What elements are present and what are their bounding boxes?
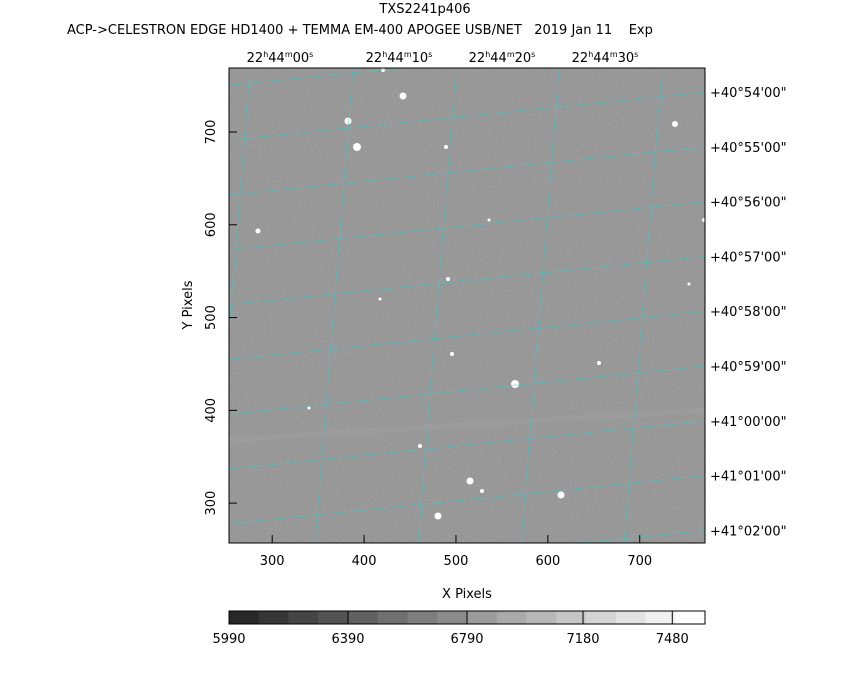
ra-tick-label: 22h44m20s	[469, 50, 536, 66]
dec-tick-label: +40°54'00"	[710, 86, 787, 101]
ra-part: s	[428, 50, 432, 59]
ra-part: s	[309, 50, 313, 59]
ra-part: 00	[293, 51, 310, 66]
colorbar-swatch	[407, 611, 438, 624]
sky-image	[109, 68, 850, 543]
ra-part: 22	[366, 51, 383, 66]
plot-frame	[228, 67, 706, 544]
ra-part: m	[507, 50, 515, 59]
ra-tick-label: 22h44m10s	[366, 50, 433, 66]
ra-part: 22	[469, 51, 486, 66]
colorbar-swatch	[437, 611, 468, 624]
ra-grid-line	[417, 68, 457, 543]
ra-part: m	[404, 50, 412, 59]
dec-grid-line	[229, 310, 705, 360]
x-tick-label: 600	[535, 554, 560, 569]
y-tick-label: 500	[204, 305, 219, 330]
x-tick-label: 300	[260, 554, 285, 569]
colorbar-swatch	[675, 611, 706, 624]
ra-part: 20	[515, 51, 532, 66]
colorbar: 5990 6390 6790 7180 7480	[212, 610, 706, 647]
dec-tick-label: +41°00'00"	[710, 415, 787, 430]
dec-tick-label: +41°01'00"	[710, 470, 787, 485]
ra-grid-line	[229, 68, 251, 337]
colorbar-tick-label: 7180	[566, 632, 599, 647]
y-axis-label: Y Pixels	[181, 280, 196, 330]
colorbar-swatch	[496, 611, 527, 624]
colorbar-tick-label: 7480	[656, 632, 689, 647]
ra-grid-line	[623, 68, 663, 543]
colorbar-swatch	[229, 611, 260, 624]
dec-tick-label: +40°57'00"	[710, 250, 787, 265]
ra-part: 22	[572, 51, 589, 66]
y-tick-label: 400	[204, 398, 219, 423]
colorbar-swatch	[288, 611, 319, 624]
ra-grid-line	[830, 68, 850, 543]
ra-part: 22	[247, 51, 264, 66]
dec-grid-line	[229, 420, 705, 470]
dec-tick-label: +41°02'00"	[710, 524, 787, 539]
colorbar-swatch	[318, 611, 349, 624]
ra-part: 44	[490, 51, 507, 66]
dec-grid-line	[229, 91, 705, 141]
ra-part: m	[285, 50, 293, 59]
ra-part: 10	[412, 51, 429, 66]
colorbar-swatch	[348, 611, 379, 624]
ra-part: h	[382, 50, 387, 59]
colorbar-tick-label: 6390	[331, 632, 364, 647]
y-tick-label: 600	[204, 212, 219, 237]
colorbar-tick-label: 5990	[212, 632, 245, 647]
x-tick-label: 500	[444, 554, 469, 569]
ra-part: s	[634, 50, 638, 59]
y-tick-label: 300	[204, 491, 219, 516]
ra-part: 44	[268, 51, 285, 66]
dec-tick-label: +40°59'00"	[710, 360, 787, 375]
colorbar-swatch	[645, 611, 676, 624]
ra-part: 44	[387, 51, 404, 66]
ra-grid-line	[109, 68, 147, 543]
chart-title: TXS2241p406	[378, 2, 470, 17]
dec-grid-line	[229, 475, 705, 525]
dec-grid-line	[229, 146, 705, 196]
colorbar-swatch	[467, 611, 498, 624]
colorbar-swatch	[377, 611, 408, 624]
colorbar-swatch	[615, 611, 646, 624]
ra-part: s	[531, 50, 535, 59]
ra-tick-label: 22h44m00s	[247, 50, 314, 66]
dec-tick-label: +40°56'00"	[710, 196, 787, 211]
colorbar-tick-label: 6790	[450, 632, 483, 647]
colorbar-swatch	[258, 611, 289, 624]
coordinate-grid	[109, 68, 850, 543]
y-tick-label: 700	[204, 120, 219, 145]
ra-part: m	[610, 50, 618, 59]
dec-grid-line	[229, 201, 705, 251]
ra-grid-line	[314, 68, 354, 543]
subtitle: ACP->CELESTRON EDGE HD1400 + TEMMA EM-40…	[67, 23, 653, 38]
dec-tick-label: +40°58'00"	[710, 305, 787, 320]
ra-grid-line	[520, 68, 560, 543]
dec-tick-label: +40°55'00"	[710, 141, 787, 156]
ra-part: h	[485, 50, 490, 59]
ra-part: 30	[618, 51, 635, 66]
x-tick-label: 400	[352, 554, 377, 569]
colorbar-swatch	[526, 611, 557, 624]
ra-tick-label: 22h44m30s	[572, 50, 639, 66]
dec-grid-line	[229, 365, 705, 415]
ra-part: 44	[593, 51, 610, 66]
x-axis-label: X Pixels	[442, 587, 492, 602]
ra-part: h	[588, 50, 593, 59]
ra-part: h	[263, 50, 268, 59]
colorbar-swatch	[586, 611, 617, 624]
x-tick-label: 700	[627, 554, 652, 569]
dec-grid-line	[229, 255, 705, 305]
colorbar-swatch	[556, 611, 587, 624]
dec-grid-line	[229, 68, 405, 86]
